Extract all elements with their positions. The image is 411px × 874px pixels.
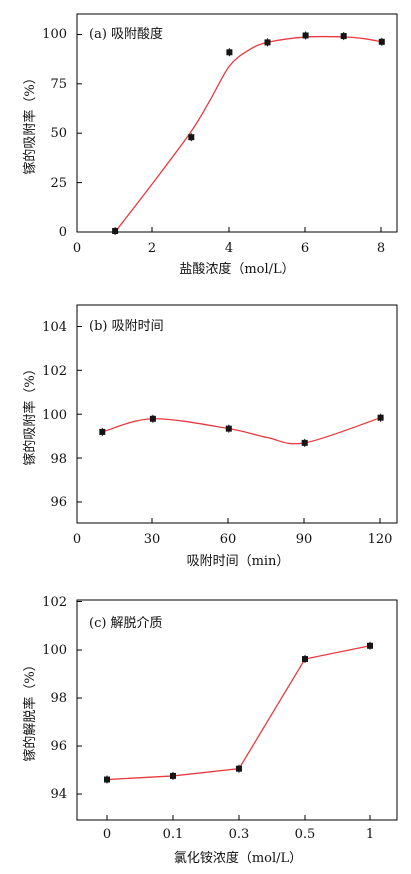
panel-b-y-tick-label: 98 xyxy=(50,452,67,467)
panel-c-data-point xyxy=(104,776,110,783)
panel-b-x-ticks: 0 30 60 90 120 xyxy=(73,532,393,547)
panel-c-data-point xyxy=(302,656,308,663)
panel-a-marks xyxy=(77,31,385,236)
panel-b-series-line xyxy=(102,417,381,445)
panel-b-data-point xyxy=(225,425,232,432)
panel-b-x-tick-label: 90 xyxy=(296,532,313,547)
panel-b-y-tick-label: 102 xyxy=(42,364,67,379)
panel-b-data-point xyxy=(99,428,106,435)
panel-c-y-tick-label: 98 xyxy=(50,691,67,706)
panel-a-y-tick-label: 25 xyxy=(50,176,67,191)
panel-c-frame xyxy=(76,599,398,821)
panel-b-data-point xyxy=(301,439,308,446)
panel-b-x-tick-label: 60 xyxy=(220,532,237,547)
panel-a-data-point xyxy=(264,39,271,46)
panel-c-x-tick-label: 1 xyxy=(366,827,374,842)
panel-b-y-tick-label: 96 xyxy=(50,495,67,510)
panel-b-data-point xyxy=(377,414,384,421)
panel-a-y-tick-label: 0 xyxy=(59,225,67,240)
panel-a-x-axis-title: 盐酸浓度（mol/L） xyxy=(179,261,294,277)
panel-c-x-axis-title: 氯化铵浓度（mol/L） xyxy=(174,850,302,866)
panel-a-y-ticks: 0 25 50 75 100 xyxy=(42,27,67,240)
panel-b: (b) 吸附时间 96 98 100 102 104 0 30 60 90 12… xyxy=(22,304,398,569)
panel-c-y-tick-label: 96 xyxy=(50,739,67,754)
panel-a-y-axis-title: 镓的吸附率（%） xyxy=(22,71,38,174)
panel-c-marks xyxy=(77,601,373,820)
panel-c-x-tick-label: 0.5 xyxy=(295,827,316,842)
panel-c-x-ticks: 0 0.1 0.3 0.5 1 xyxy=(103,827,374,842)
panel-a-x-tick-label: 8 xyxy=(377,241,385,256)
panel-b-data-point xyxy=(149,415,156,422)
panel-a-data-point xyxy=(302,32,309,39)
panel-b-x-tick-label: 30 xyxy=(144,532,161,547)
panel-a-x-ticks: 0 2 4 6 8 xyxy=(73,241,385,256)
panel-c-y-axis-title: 镓的解脱率（%） xyxy=(22,658,38,761)
panel-a-x-tick-label: 2 xyxy=(148,241,156,256)
panel-a-y-tick-label: 100 xyxy=(42,27,67,42)
panel-a-x-tick-label: 0 xyxy=(73,241,81,256)
panel-a-data-point xyxy=(226,49,233,56)
panel-c-data-point xyxy=(236,765,242,772)
panel-c: (c) 解脱介质 94 96 98 100 102 0 0.1 0.3 0.5 … xyxy=(22,595,398,866)
panel-b-x-tick-label: 0 xyxy=(73,532,81,547)
panel-a-frame xyxy=(76,13,398,233)
panel-a-data-point xyxy=(378,38,385,45)
panel-a-fit-line xyxy=(114,35,382,233)
panel-c-title: (c) 解脱介质 xyxy=(89,616,163,631)
panel-b-marks xyxy=(77,326,384,523)
panel-c-series-line xyxy=(106,645,371,781)
panel-b-x-tick-label: 120 xyxy=(368,532,393,547)
panel-a-data-point xyxy=(340,33,347,40)
panel-a-data-point xyxy=(112,228,119,235)
panel-a-x-tick-label: 4 xyxy=(225,241,233,256)
panel-c-y-tick-label: 94 xyxy=(50,787,67,802)
panel-c-data-point xyxy=(367,642,373,649)
panel-a-y-tick-label: 50 xyxy=(50,126,67,141)
panel-c-x-tick-label: 0 xyxy=(103,827,111,842)
panel-c-y-tick-label: 100 xyxy=(42,643,67,658)
panel-b-frame xyxy=(76,304,398,524)
panel-a-data-point xyxy=(188,134,195,141)
panel-b-y-tick-label: 100 xyxy=(42,408,67,423)
panel-b-y-tick-label: 104 xyxy=(42,320,67,335)
panel-c-y-tick-label: 102 xyxy=(42,595,67,610)
panel-c-x-tick-label: 0.3 xyxy=(229,827,250,842)
panel-c-y-ticks: 94 96 98 100 102 xyxy=(42,595,67,802)
panel-a-title: (a) 吸附酸度 xyxy=(89,26,163,42)
panel-c-data-point xyxy=(170,772,176,779)
panel-b-y-ticks: 96 98 100 102 104 xyxy=(42,320,67,510)
panel-a-x-tick-label: 6 xyxy=(301,241,309,256)
panel-b-y-axis-title: 镓的吸附率（%） xyxy=(22,362,38,465)
panel-a: (a) 吸附酸度 0 25 50 75 100 0 2 4 6 8 盐酸浓度（m… xyxy=(22,13,398,277)
panel-c-x-tick-label: 0.1 xyxy=(163,827,184,842)
panel-b-title: (b) 吸附时间 xyxy=(89,319,164,334)
panel-a-y-tick-label: 75 xyxy=(50,77,67,92)
panel-b-x-axis-title: 吸附时间（min） xyxy=(187,554,290,569)
